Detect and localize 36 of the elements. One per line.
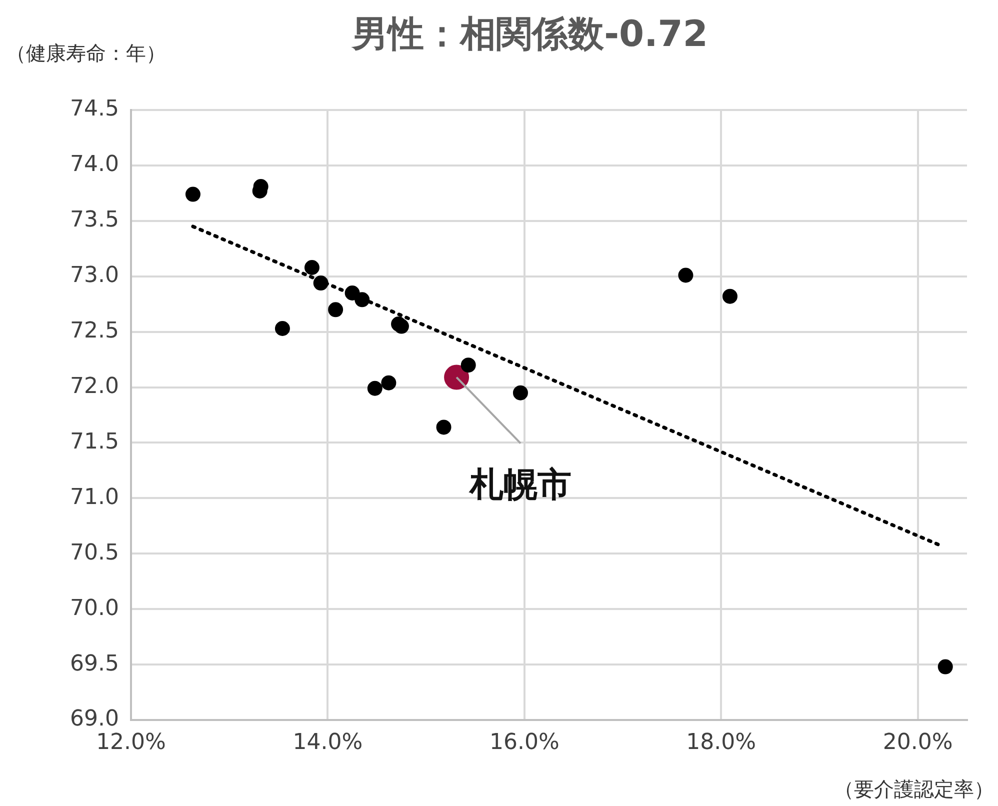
x-tick-label: 16.0% <box>489 730 560 755</box>
point <box>354 292 370 308</box>
y-tick-label: 71.0 <box>70 484 119 510</box>
point <box>367 380 382 396</box>
y-tick-label: 70.0 <box>70 596 119 621</box>
point <box>313 276 328 291</box>
y-tick-label: 72.0 <box>70 374 119 399</box>
y-tick-label: 69.5 <box>70 651 119 676</box>
y-tick-label: 74.0 <box>70 152 119 178</box>
y-tick-label: 73.5 <box>70 208 119 233</box>
point <box>436 420 452 435</box>
point <box>460 358 476 373</box>
point <box>678 268 694 283</box>
y-tick-label: 74.5 <box>70 96 119 122</box>
y-tick-label: 69.0 <box>70 706 119 732</box>
point <box>444 364 470 390</box>
point <box>512 385 528 400</box>
annotation: 札幌市 <box>468 465 572 506</box>
point <box>722 288 738 304</box>
y-tick-label: 73.0 <box>70 263 119 288</box>
x-axis-title: （要介護認定率） <box>834 776 994 803</box>
x-tick-label: 14.0% <box>292 730 363 755</box>
y-axis-title: （健康寿命：年） <box>6 40 166 67</box>
point <box>381 375 396 390</box>
x-tick-label: 12.0% <box>96 730 166 755</box>
y-tick-label: 72.5 <box>70 318 119 344</box>
y-tick-label: 71.5 <box>70 429 119 454</box>
chart-title: 男性：相関係数-0.72 <box>352 14 708 55</box>
point <box>328 302 344 318</box>
x-tick-label: 20.0% <box>882 730 953 755</box>
x-tick-label: 18.0% <box>686 730 756 755</box>
point <box>274 320 290 336</box>
point <box>304 260 320 275</box>
y-tick-label: 70.5 <box>70 540 119 566</box>
point <box>938 659 953 674</box>
point <box>185 186 200 202</box>
